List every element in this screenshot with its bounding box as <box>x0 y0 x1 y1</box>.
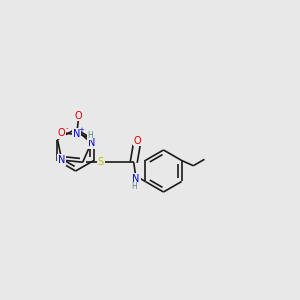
Text: N: N <box>58 155 65 165</box>
Text: H: H <box>87 131 93 140</box>
Text: N: N <box>132 174 140 184</box>
Text: O: O <box>134 136 141 146</box>
Text: +: + <box>78 127 84 133</box>
Text: N: N <box>88 138 95 148</box>
Text: S: S <box>98 157 104 167</box>
Text: -: - <box>66 125 68 131</box>
Text: O: O <box>58 128 65 138</box>
Text: H: H <box>131 182 137 191</box>
Text: O: O <box>74 111 82 121</box>
Text: N: N <box>73 129 81 139</box>
